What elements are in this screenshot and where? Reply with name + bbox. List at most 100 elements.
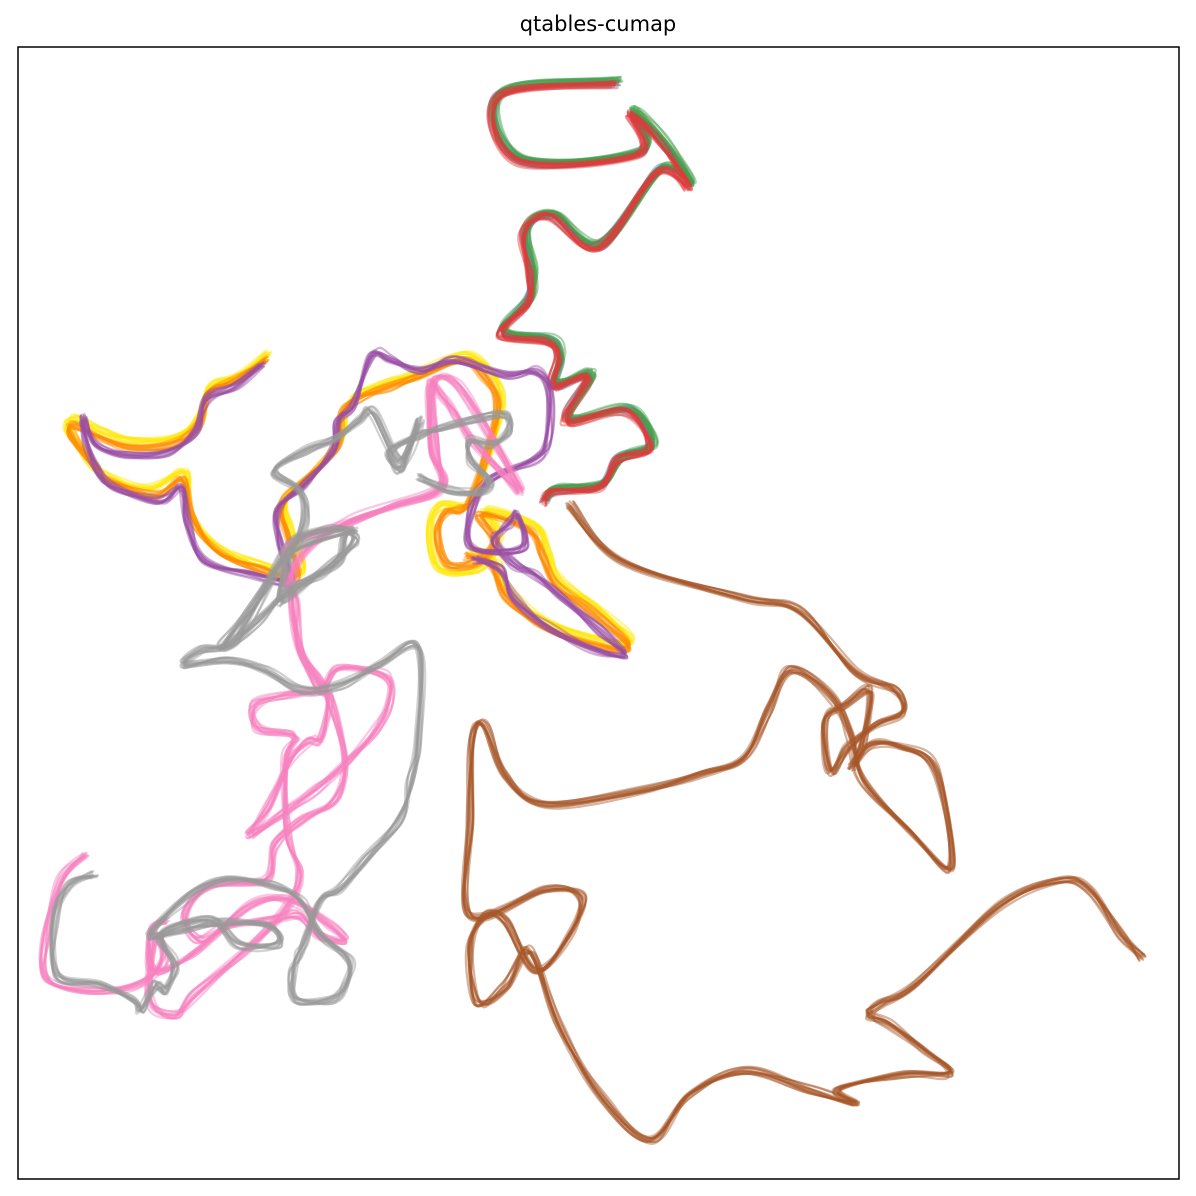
trajectory-5-0-11 xyxy=(68,356,629,651)
trajectory-5-0-0 xyxy=(66,358,631,652)
trajectory-8-0-5 xyxy=(51,409,509,1015)
trajectory-2-0-11 xyxy=(492,80,691,507)
trajectory-3-0-10 xyxy=(463,500,1145,1143)
trajectory-4-0-10 xyxy=(68,353,632,646)
trajectory-6-0-1 xyxy=(79,352,629,660)
chart-title: qtables-cumap xyxy=(519,12,677,36)
trajectory-6-0-10 xyxy=(79,352,627,655)
trajectory-8-0-6 xyxy=(49,406,514,1012)
trajectory-7-0-7 xyxy=(42,375,518,1014)
plot-frame xyxy=(17,46,1180,1180)
trajectory-1-0-1 xyxy=(492,75,691,502)
trajectory-1-0-3 xyxy=(497,78,692,497)
trajectory-8-0-2 xyxy=(49,405,514,1014)
trajectory-7-0-1 xyxy=(39,375,521,1017)
trajectory-1-0-0 xyxy=(490,77,693,500)
trajectory-2-0-4 xyxy=(487,84,686,501)
trajectory-8-0-7 xyxy=(50,407,513,1009)
trajectory-2-0-8 xyxy=(491,81,690,506)
trajectory-2-0-10 xyxy=(491,80,693,503)
trajectory-2-0-6 xyxy=(486,81,692,505)
trajectory-0-0-2 xyxy=(487,79,695,501)
trajectory-5-0-1 xyxy=(66,358,631,651)
trajectory-0-0-11 xyxy=(492,84,690,501)
trajectory-2-0-0 xyxy=(490,86,692,501)
trajectory-3-0-2 xyxy=(461,502,1141,1140)
trajectory-4-0-6 xyxy=(64,352,632,647)
trajectory-7-0-9 xyxy=(44,374,526,1013)
trajectory-4-0-8 xyxy=(62,351,635,646)
trajectory-5-0-7 xyxy=(68,357,631,649)
trajectory-6-0-6 xyxy=(81,352,629,659)
trajectory-3-0-4 xyxy=(466,505,1140,1140)
trajectory-0-0-8 xyxy=(492,80,693,500)
trajectory-4-0-0 xyxy=(64,352,631,648)
trajectory-2-0-1 xyxy=(491,83,690,501)
trajectory-0-0-9 xyxy=(494,84,693,502)
trajectory-0-0-4 xyxy=(495,84,688,500)
trajectory-4-0-5 xyxy=(63,351,636,643)
trajectory-6-0-0 xyxy=(82,351,627,655)
trajectory-7-0-5 xyxy=(40,375,520,1020)
trajectory-3-0-0 xyxy=(466,500,1146,1144)
trajectory-2-0-9 xyxy=(491,83,693,504)
trajectory-6-0-5 xyxy=(79,346,626,658)
trajectory-4-0-9 xyxy=(69,351,630,646)
trajectory-8-0-0 xyxy=(53,408,513,1012)
trajectory-3-0-3 xyxy=(461,505,1144,1142)
trajectory-3-0-5 xyxy=(462,503,1145,1143)
trajectory-7-0-10 xyxy=(43,377,520,1018)
trajectory-4-0-3 xyxy=(65,349,630,643)
trajectory-2-0-7 xyxy=(491,80,688,507)
trajectory-3-0-1 xyxy=(463,507,1141,1138)
trajectory-5-0-2 xyxy=(69,360,631,649)
trajectory-7-0-8 xyxy=(39,374,520,1015)
trajectory-6-0-4 xyxy=(83,350,626,660)
trajectory-6-0-8 xyxy=(81,350,623,658)
trajectory-4-0-7 xyxy=(68,350,635,644)
trajectory-1-0-10 xyxy=(497,79,697,502)
trajectory-1-0-9 xyxy=(489,80,696,503)
trajectory-1-0-2 xyxy=(492,79,692,500)
trajectory-7-0-11 xyxy=(40,372,525,1017)
trajectory-8-0-11 xyxy=(51,408,511,1014)
trajectory-6-0-9 xyxy=(83,350,625,658)
trajectory-6-0-2 xyxy=(79,351,629,659)
trajectory-7-0-3 xyxy=(40,376,520,1020)
trajectory-6-0-11 xyxy=(81,351,626,657)
trajectory-4-0-11 xyxy=(63,352,633,642)
trajectory-3-0-7 xyxy=(462,500,1143,1140)
trajectory-6-0-3 xyxy=(79,354,626,658)
trajectory-0-0-10 xyxy=(492,81,691,500)
trajectory-5-0-5 xyxy=(66,358,631,655)
trajectory-3-0-11 xyxy=(463,506,1147,1140)
trajectory-1-0-5 xyxy=(489,79,690,500)
trajectory-4-0-1 xyxy=(67,350,632,643)
trajectory-8-0-9 xyxy=(50,411,510,1010)
trajectory-8-0-4 xyxy=(51,411,514,1013)
trajectory-1-0-8 xyxy=(495,76,695,498)
trajectory-1-0-11 xyxy=(491,81,693,499)
trajectory-8-0-8 xyxy=(48,405,512,1012)
trajectory-5-0-10 xyxy=(70,358,632,654)
trajectory-8-0-1 xyxy=(50,407,513,1014)
trajectory-4-0-2 xyxy=(67,349,634,648)
trajectory-5-0-4 xyxy=(66,357,631,653)
trajectory-7-0-6 xyxy=(38,374,525,1020)
trajectory-5-0-6 xyxy=(67,356,632,653)
trajectory-7-0-2 xyxy=(39,375,524,1019)
trajectory-0-0-6 xyxy=(492,79,695,499)
trajectory-0-0-5 xyxy=(490,76,693,502)
trajectory-6-0-7 xyxy=(81,349,627,659)
trajectory-4-0-4 xyxy=(64,354,630,647)
trajectory-2-0-5 xyxy=(488,85,690,507)
trajectory-5-0-8 xyxy=(67,355,630,653)
trajectory-lines xyxy=(38,75,1147,1145)
trajectory-5-0-9 xyxy=(66,358,632,652)
trajectory-3-0-8 xyxy=(461,501,1142,1141)
trajectory-0-0-7 xyxy=(494,81,695,502)
trajectory-0-0-0 xyxy=(491,83,694,498)
trajectory-3-0-6 xyxy=(462,504,1147,1145)
trajectory-5-0-3 xyxy=(66,358,630,650)
